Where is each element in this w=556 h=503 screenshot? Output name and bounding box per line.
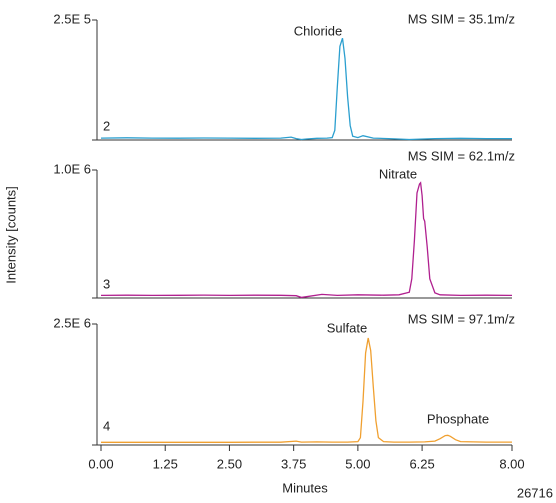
peak-label: Sulfate	[327, 320, 367, 335]
trace	[100, 181, 513, 299]
x-tick-label: 8.00	[499, 456, 524, 471]
panel-label: 2	[103, 118, 110, 133]
y-tick-label: 1.0E 6	[53, 161, 91, 176]
panel-title: MS SIM = 35.1m/z	[408, 11, 515, 26]
x-tick-label: 3.75	[281, 456, 306, 471]
y-tick-label: 2.5E 5	[53, 11, 91, 26]
x-tick-label: 2.50	[217, 456, 242, 471]
trace	[100, 38, 512, 141]
x-axis-label: Minutes	[282, 480, 328, 495]
peak-label: Chloride	[294, 23, 342, 38]
figure-id: 26716	[517, 485, 553, 500]
peak-label: Phosphate	[427, 411, 489, 426]
x-tick-label: 0.00	[88, 456, 113, 471]
panel-title: MS SIM = 97.1m/z	[408, 311, 515, 326]
y-axis-label: Intensity [counts]	[3, 186, 18, 284]
x-tick-label: 5.00	[345, 456, 370, 471]
x-tick-label: 1.25	[153, 456, 178, 471]
x-tick-label: 6.25	[409, 456, 434, 471]
panel-title: MS SIM = 62.1m/z	[408, 148, 515, 163]
panel-label: 3	[103, 276, 110, 291]
trace	[101, 337, 512, 443]
peak-label: Nitrate	[379, 166, 417, 181]
y-tick-label: 2.5E 6	[53, 315, 91, 330]
panel-label: 4	[103, 418, 110, 433]
